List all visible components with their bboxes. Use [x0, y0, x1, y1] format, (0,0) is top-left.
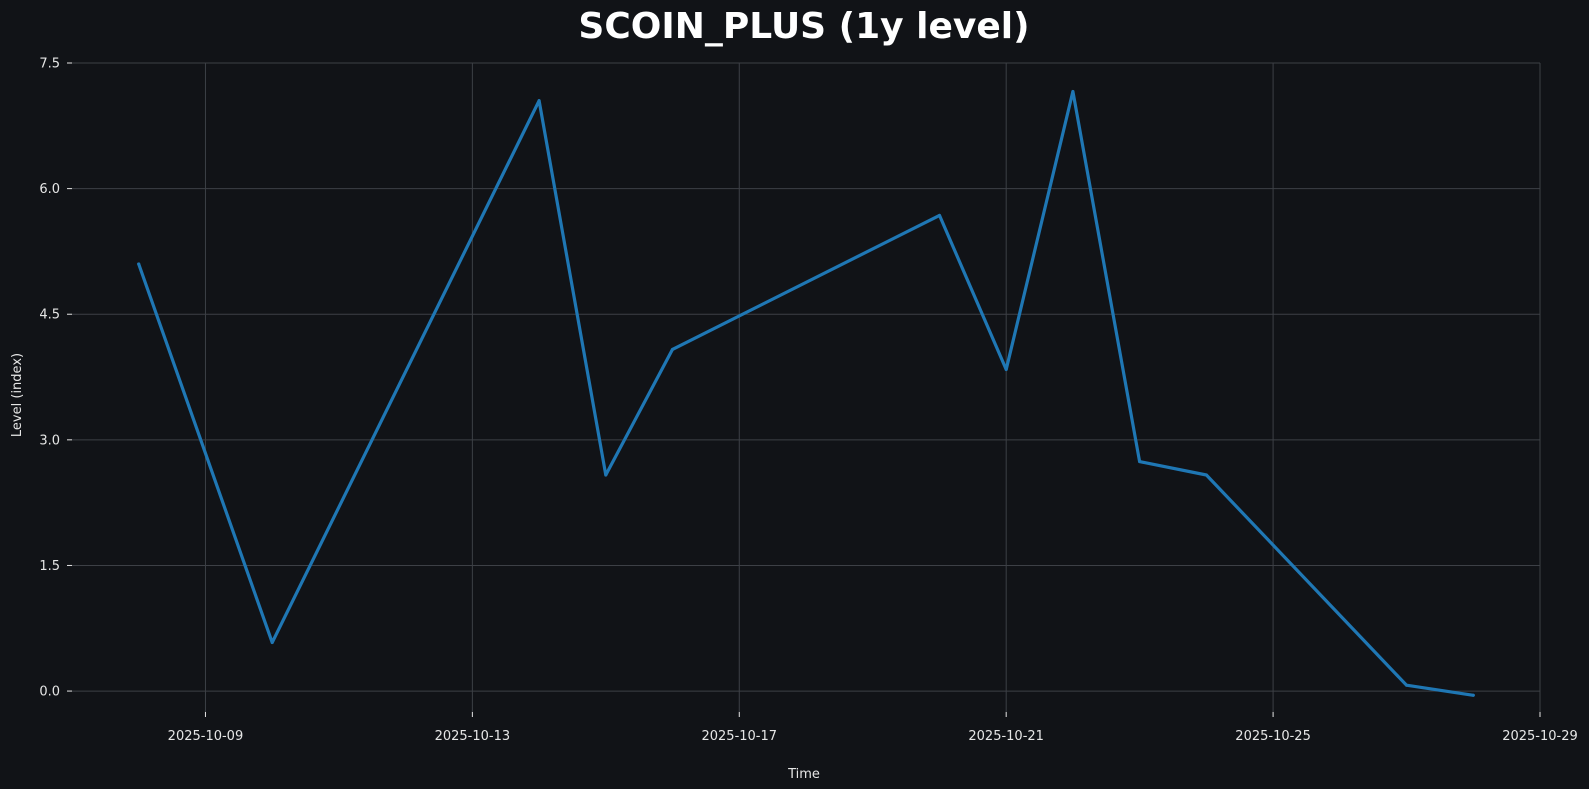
- data-point: [671, 347, 675, 351]
- data-point: [937, 213, 941, 217]
- x-tick-label: 2025-10-29: [1502, 729, 1578, 744]
- x-tick-label: 2025-10-13: [435, 729, 511, 744]
- series-layer: [137, 89, 1475, 697]
- data-point: [1405, 683, 1409, 687]
- data-point: [1138, 460, 1142, 464]
- chart-title: SCOIN_PLUS (1y level): [578, 6, 1029, 47]
- data-point: [137, 262, 141, 266]
- y-axis-label: Level (index): [10, 353, 25, 437]
- x-tick-label: 2025-10-09: [168, 729, 244, 744]
- y-tick-label: 0.0: [39, 685, 60, 700]
- y-tick-label: 4.5: [39, 308, 60, 323]
- data-point: [1071, 89, 1075, 93]
- series-line: [137, 89, 1475, 697]
- data-point: [1004, 367, 1008, 371]
- data-point: [604, 473, 608, 477]
- x-axis-label: Time: [787, 767, 820, 782]
- x-tick-label: 2025-10-17: [701, 729, 777, 744]
- data-point: [1204, 473, 1208, 477]
- data-point: [537, 99, 541, 103]
- y-tick-label: 7.5: [39, 57, 60, 72]
- y-tick-label: 6.0: [39, 182, 60, 197]
- grid: [72, 62, 1541, 712]
- data-point: [270, 640, 274, 644]
- y-tick-label: 1.5: [39, 559, 60, 574]
- data-point: [1471, 693, 1475, 697]
- y-tick-label: 3.0: [39, 433, 60, 448]
- x-tick-label: 2025-10-25: [1235, 729, 1311, 744]
- x-tick-label: 2025-10-21: [968, 729, 1044, 744]
- axis-ticks: 2025-10-09 2025-10-13 2025-10-17 2025-10-21…: [39, 57, 1577, 745]
